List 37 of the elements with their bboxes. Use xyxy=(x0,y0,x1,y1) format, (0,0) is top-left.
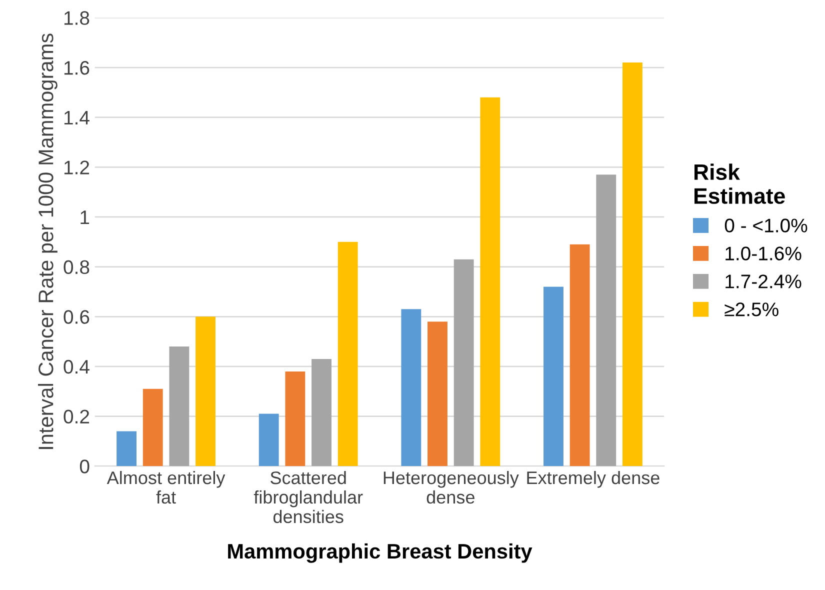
legend-label: 0 - <1.0% xyxy=(724,218,808,232)
bar xyxy=(622,62,642,466)
y-tick-label: 0 xyxy=(80,460,90,474)
bar xyxy=(401,309,422,466)
bar xyxy=(258,414,279,466)
bar xyxy=(196,316,216,466)
bar xyxy=(428,322,448,466)
y-tick-label: 1.6 xyxy=(64,60,90,75)
bar xyxy=(480,97,500,466)
y-tick-label: 0.2 xyxy=(64,410,90,424)
y-tick-label: 1.8 xyxy=(64,11,90,25)
bar xyxy=(285,371,306,466)
x-tick-label: Almost entirely fat xyxy=(106,470,226,504)
x-tick-label: Extremely dense xyxy=(527,470,660,488)
bar xyxy=(596,174,616,466)
bar xyxy=(454,259,474,466)
y-tick-label: 0.8 xyxy=(64,260,90,274)
bar xyxy=(116,431,136,466)
x-tick-label: Scattered fibroglandular densities xyxy=(254,470,363,524)
bar xyxy=(338,242,358,466)
legend-title: Risk Estimate xyxy=(694,164,785,204)
y-tick-label: 0.4 xyxy=(64,360,90,374)
y-tick-label: 1.2 xyxy=(64,160,90,174)
bar xyxy=(570,244,590,466)
bar xyxy=(312,358,332,466)
bar xyxy=(142,388,163,466)
y-tick-label: 1 xyxy=(80,210,90,224)
x-tick-label: Heterogeneously dense xyxy=(384,470,519,504)
legend-label: 1.7-2.4% xyxy=(726,274,802,288)
bar xyxy=(544,286,564,466)
y-axis-title: Interval Cancer Rate per 1000 Mammograms xyxy=(38,34,58,449)
x-axis-title: Mammographic Breast Density xyxy=(228,543,532,563)
bar xyxy=(169,346,190,466)
legend-label: 1.0-1.6% xyxy=(726,246,802,260)
y-tick-label: 1.4 xyxy=(64,111,90,124)
y-tick-label: 0.6 xyxy=(64,310,90,324)
legend-label: ≥2.5% xyxy=(724,302,778,316)
